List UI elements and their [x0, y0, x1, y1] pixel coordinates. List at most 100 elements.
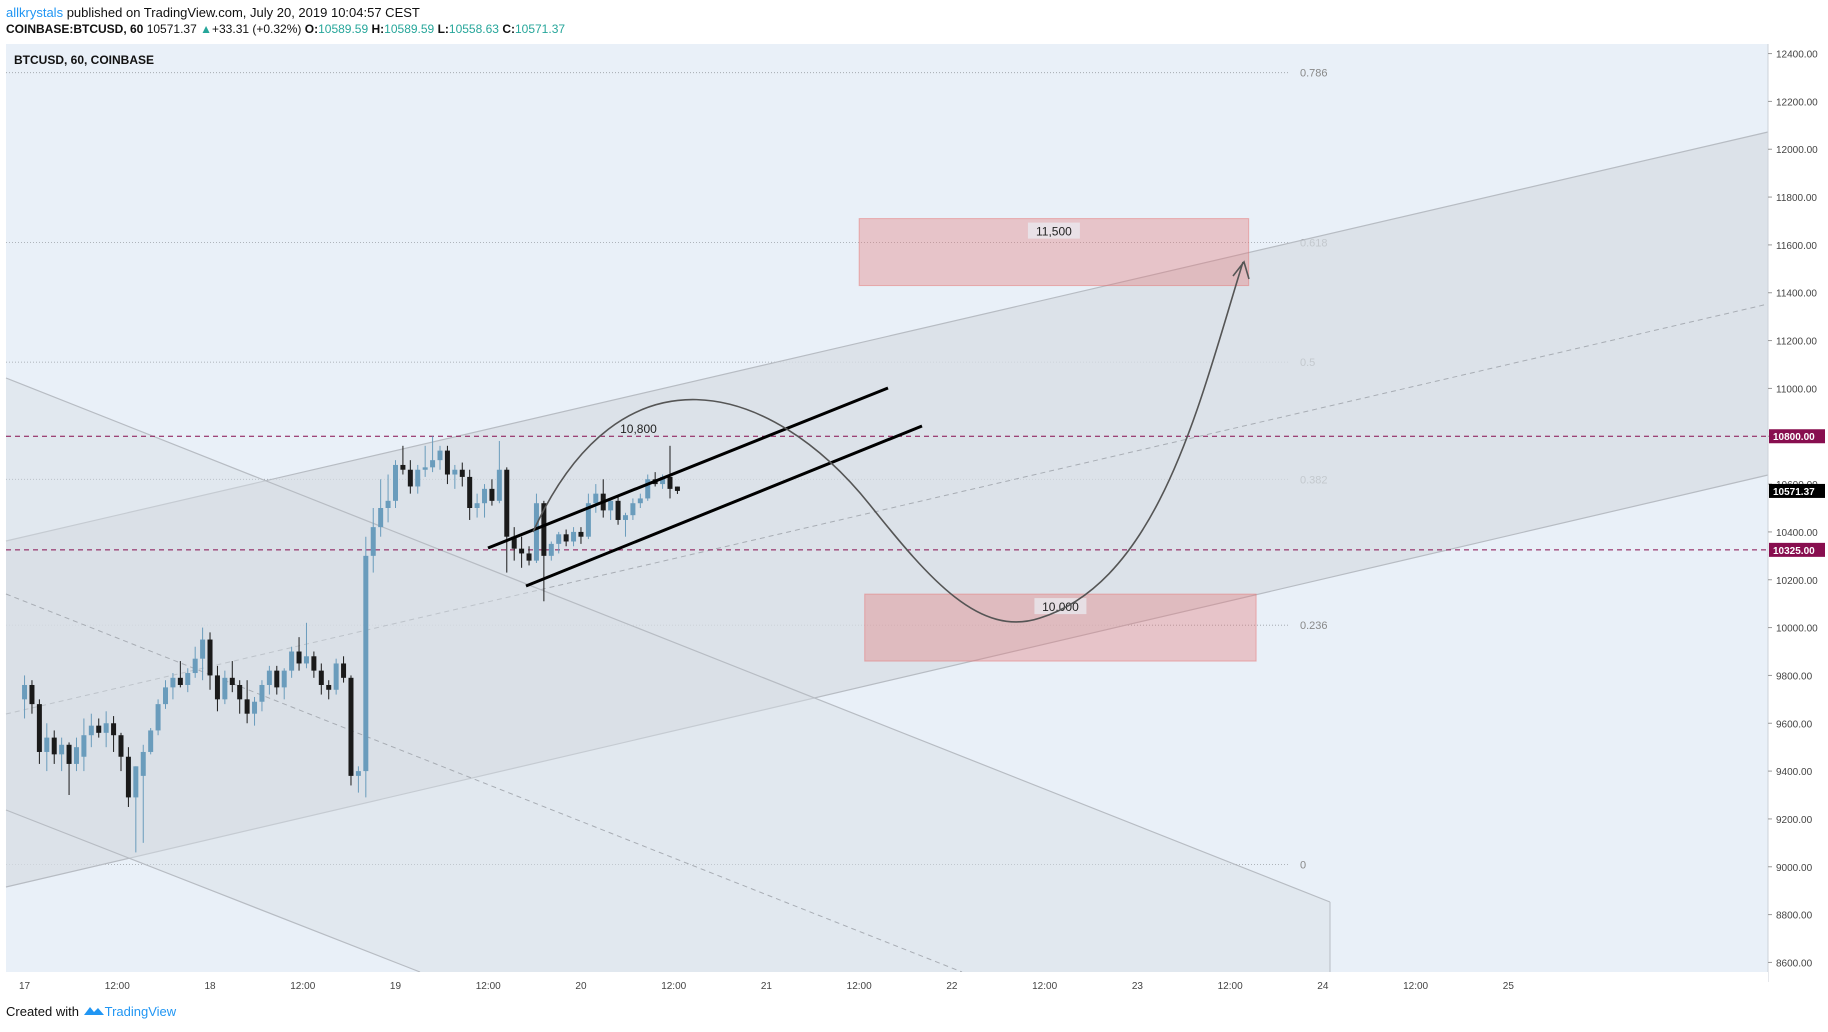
pattern-drawings: [487, 260, 1250, 623]
candle-body: [170, 677, 176, 688]
candle-body: [430, 460, 436, 468]
descending-channel-upper: [5, 377, 1331, 903]
candle-body: [422, 467, 428, 470]
candle-body: [556, 534, 562, 544]
candle-body: [541, 503, 547, 556]
last-price: 10571.37: [146, 22, 197, 36]
y-tick-label: 11800.00: [1776, 193, 1817, 204]
candle-body: [133, 766, 139, 798]
candle-body: [177, 677, 183, 685]
y-tick-label: 11000.00: [1776, 384, 1817, 395]
author-link[interactable]: allkrystals: [6, 5, 64, 20]
y-tick-label: 11400.00: [1776, 289, 1817, 300]
x-tick-label: 17: [19, 981, 31, 992]
fib-label: 0.236: [1300, 620, 1328, 632]
candle-body: [259, 684, 265, 702]
y-tick-label: 9600.00: [1776, 719, 1813, 730]
target-label: 11,500: [1036, 225, 1072, 239]
price-axis[interactable]: [1768, 44, 1828, 982]
candle-body: [200, 639, 206, 659]
x-tick-label: 21: [761, 981, 773, 992]
x-tick-label: 12:00: [1032, 981, 1057, 992]
target-zones: 11,500 10.000: [858, 218, 1257, 662]
x-tick-label: 23: [1132, 981, 1144, 992]
candle-body: [571, 531, 577, 542]
candle-body: [163, 687, 169, 705]
annotation-label: 10,800: [620, 422, 657, 436]
candle-body: [59, 744, 65, 755]
candle-body: [444, 450, 450, 475]
x-tick-label: 12:00: [290, 981, 315, 992]
candle-body: [482, 488, 488, 504]
candle-body: [585, 503, 591, 537]
annotations: 10,800: [620, 422, 657, 436]
candle-body: [229, 677, 235, 685]
candle-body: [467, 476, 473, 508]
channel-drawings: [5, 131, 1769, 973]
candle-body: [88, 725, 94, 736]
candle-body: [214, 675, 220, 700]
candle-body: [407, 469, 413, 487]
candle-body: [400, 464, 406, 470]
y-tick-label: 8800.00: [1776, 911, 1813, 922]
fib-label: 0: [1300, 859, 1306, 871]
candle-body: [103, 723, 109, 733]
candle-body: [533, 503, 539, 561]
candle-body: [125, 756, 131, 798]
candle-body: [289, 651, 295, 671]
y-tick-label: 12000.00: [1776, 145, 1818, 156]
x-tick-label: 12:00: [847, 981, 872, 992]
high-label: H:: [371, 22, 385, 36]
candle-body: [244, 699, 250, 714]
candle-body: [318, 670, 324, 685]
y-tick-label: 9800.00: [1776, 671, 1813, 682]
change-arrow-icon: ▲: [200, 22, 212, 36]
candle-body: [252, 701, 258, 714]
candle-body: [392, 464, 398, 501]
horizontal-levels: [6, 435, 1768, 551]
high-value: 10589.59: [384, 22, 435, 36]
time-axis[interactable]: [0, 972, 1768, 1000]
candle-body: [578, 531, 584, 537]
tradingview-logo-link[interactable]: TradingView: [83, 1004, 176, 1019]
candle-body: [615, 500, 621, 520]
candle-body: [637, 498, 643, 504]
candle-body: [511, 536, 517, 549]
open-label: O:: [304, 22, 319, 36]
x-tick-label: 12:00: [1218, 981, 1243, 992]
price-label-bg: [1769, 542, 1825, 557]
candle-body: [266, 670, 272, 685]
x-tick-label: 18: [204, 981, 216, 992]
chart-header: allkrystals published on TradingView.com…: [6, 4, 1806, 38]
candle-body: [489, 488, 495, 501]
candle-body: [148, 730, 154, 752]
candle-body: [333, 663, 339, 690]
candle-body: [207, 639, 213, 676]
candle-body: [222, 677, 228, 700]
candle-body: [326, 684, 332, 690]
open-value: 10589.59: [318, 22, 369, 36]
candle-body: [593, 493, 599, 504]
x-tick-label: 24: [1317, 981, 1329, 992]
target-label: 10.000: [1042, 600, 1079, 614]
y-tick-label: 12400.00: [1776, 50, 1818, 61]
x-tick-label: 12:00: [105, 981, 130, 992]
projection-path: [532, 261, 1244, 623]
y-tick-label: 10200.00: [1776, 576, 1818, 587]
price-label-bg: [1769, 483, 1825, 498]
candle-body: [563, 534, 569, 542]
publish-line: allkrystals published on TradingView.com…: [6, 4, 1806, 21]
candle-body: [36, 704, 42, 752]
candle-body: [296, 651, 302, 664]
price-labels: 10800.00 10571.37 10325.00: [1769, 429, 1825, 557]
candle-body: [519, 548, 525, 554]
candle-body: [66, 744, 72, 764]
candle-body: [140, 751, 146, 776]
price-label: 10800.00: [1773, 432, 1815, 443]
y-tick-label: 9000.00: [1776, 863, 1813, 874]
ascending-channel-median: [5, 303, 1769, 715]
candle-body: [608, 500, 614, 511]
candle-body: [192, 658, 198, 674]
x-tick-label: 12:00: [476, 981, 501, 992]
